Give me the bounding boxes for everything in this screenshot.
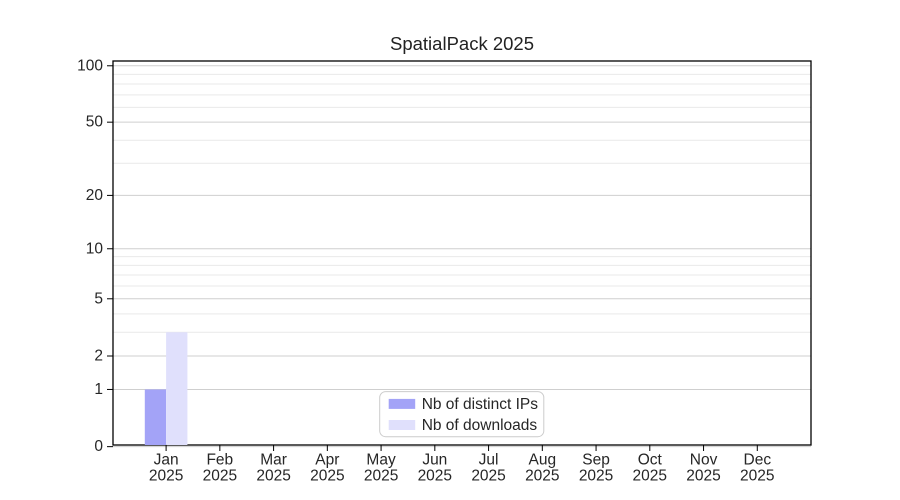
svg-text:Jun: Jun — [422, 452, 447, 469]
svg-text:0: 0 — [94, 438, 103, 455]
svg-text:2025: 2025 — [579, 468, 613, 485]
svg-text:Jul: Jul — [479, 452, 499, 469]
svg-text:Dec: Dec — [744, 452, 772, 469]
svg-text:2025: 2025 — [149, 468, 183, 485]
svg-text:2025: 2025 — [256, 468, 290, 485]
svg-text:2025: 2025 — [686, 468, 720, 485]
svg-text:2025: 2025 — [203, 468, 237, 485]
svg-text:2025: 2025 — [471, 468, 505, 485]
svg-text:Jan: Jan — [154, 452, 179, 469]
svg-text:2: 2 — [94, 347, 103, 364]
svg-text:Apr: Apr — [315, 452, 339, 469]
svg-text:100: 100 — [77, 57, 103, 74]
svg-text:Mar: Mar — [260, 452, 287, 469]
svg-text:10: 10 — [86, 240, 104, 257]
svg-text:2025: 2025 — [310, 468, 344, 485]
svg-text:Sep: Sep — [582, 452, 610, 469]
svg-text:Oct: Oct — [638, 452, 663, 469]
svg-text:Nov: Nov — [690, 452, 718, 469]
svg-text:Aug: Aug — [529, 452, 557, 469]
svg-text:1: 1 — [94, 381, 103, 398]
svg-text:2025: 2025 — [525, 468, 559, 485]
svg-text:20: 20 — [86, 187, 104, 204]
svg-text:Nb of distinct IPs: Nb of distinct IPs — [422, 396, 539, 413]
svg-text:50: 50 — [86, 114, 104, 131]
svg-text:Nb of downloads: Nb of downloads — [422, 417, 538, 434]
svg-text:2025: 2025 — [418, 468, 452, 485]
svg-text:May: May — [366, 452, 396, 469]
svg-text:5: 5 — [94, 290, 103, 307]
svg-text:Feb: Feb — [206, 452, 233, 469]
svg-text:2025: 2025 — [740, 468, 774, 485]
svg-text:2025: 2025 — [633, 468, 667, 485]
svg-text:2025: 2025 — [364, 468, 398, 485]
